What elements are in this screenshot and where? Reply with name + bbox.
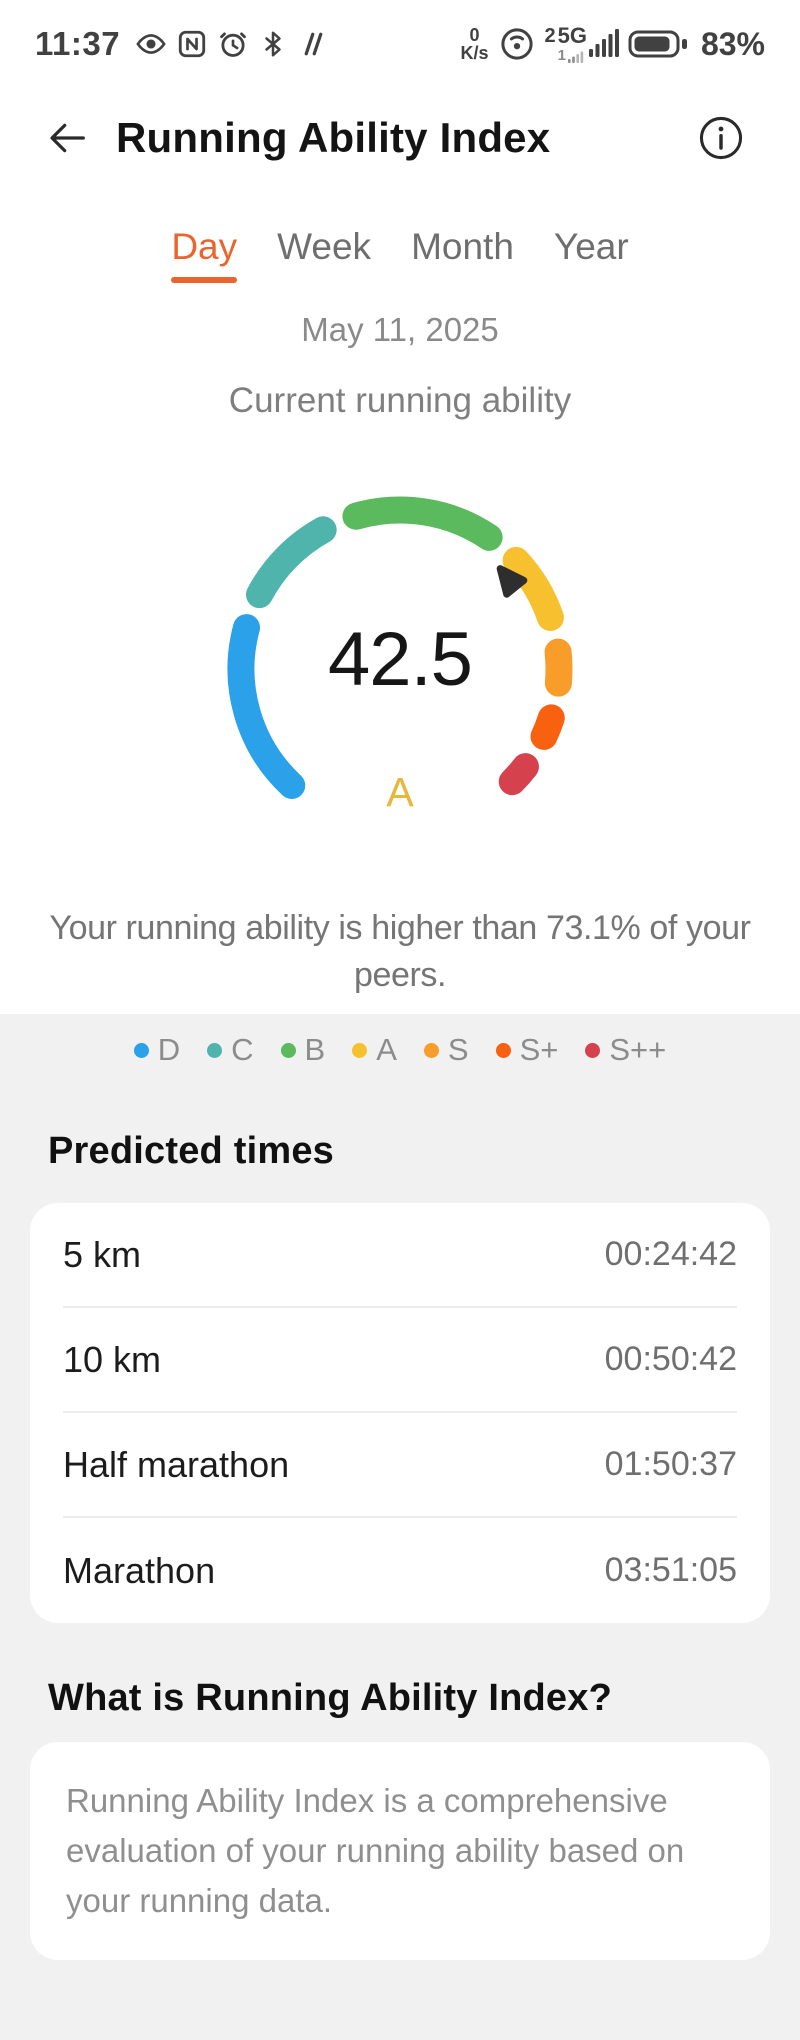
distance-label: 10 km (63, 1338, 162, 1380)
tab-week[interactable]: Week (277, 226, 372, 267)
legend-item-A: A (352, 1032, 397, 1068)
nfc-icon (178, 30, 206, 58)
arrow-left-icon (50, 123, 85, 153)
info-icon (699, 116, 743, 160)
about-body: Running Ability Index is a comprehensive… (66, 1782, 685, 1919)
gauge-segment-S+ (530, 704, 565, 750)
info-button[interactable] (698, 115, 744, 161)
legend-item-S++: S++ (585, 1032, 666, 1068)
legend-item-S+: S+ (495, 1032, 559, 1068)
app-header: Running Ability Index (0, 108, 800, 168)
eye-icon (136, 34, 166, 54)
legend-item-C: C (207, 1032, 254, 1068)
legend-label: A (376, 1032, 397, 1067)
gauge-segment-D (227, 614, 306, 799)
legend-dot (280, 1042, 296, 1058)
grade-legend: D C B A S S+ S++ (0, 1014, 800, 1068)
tab-day[interactable]: Day (171, 226, 237, 283)
back-button[interactable] (44, 115, 90, 161)
legend-item-S: S (423, 1032, 469, 1068)
signal-bars-small-icon (567, 51, 584, 63)
predicted-times-card: 5 km 00:24:42 10 km 00:50:42 Half marathon 01… (30, 1203, 770, 1623)
vibrate-icon (304, 32, 323, 56)
network-speed: 0 K/s (460, 24, 489, 63)
table-row: 5 km 00:24:42 (63, 1203, 737, 1308)
hotspot-icon (501, 28, 534, 60)
time-value: 00:24:42 (604, 1235, 737, 1273)
bluetooth-icon (265, 31, 281, 57)
time-value: 01:50:37 (604, 1445, 737, 1483)
about-card: Running Ability Index is a comprehensive… (30, 1742, 770, 1960)
tab-month[interactable]: Month (411, 226, 514, 267)
legend-dot (352, 1042, 368, 1058)
lower-section: D C B A S S+ S++ Predicted times 5 km 00:24:42 1… (0, 1014, 800, 2040)
status-time: 11:37 (35, 25, 121, 62)
sim-secondary-label: 1 (557, 47, 566, 64)
legend-label: S++ (609, 1032, 667, 1067)
tab-bar: Day Week Month Year (0, 226, 800, 283)
gauge-segment-C (245, 516, 337, 609)
legend-item-D: D (133, 1032, 181, 1068)
table-row: 10 km 00:50:42 (63, 1308, 737, 1413)
percentile-text: Your running ability is higher than 73.1… (49, 909, 751, 994)
legend-dot (133, 1042, 149, 1058)
gauge-caption: Current running ability (228, 381, 572, 420)
legend-label: S (447, 1032, 469, 1067)
legend-label: D (157, 1032, 181, 1067)
battery-icon (628, 30, 687, 58)
predicted-times-title: Predicted times (48, 1130, 334, 1172)
table-row: Half marathon 01:50:37 (63, 1413, 737, 1518)
gauge-grade: A (386, 769, 414, 815)
gauge-segment-A (502, 546, 564, 631)
legend-label: C (231, 1032, 254, 1067)
network-speed-value: 0 (469, 24, 480, 45)
gauge-segment-S (544, 638, 573, 697)
distance-label: 5 km (63, 1233, 142, 1275)
tab-year[interactable]: Year (553, 226, 629, 267)
legend-dot (495, 1042, 511, 1058)
time-value: 03:51:05 (604, 1551, 737, 1589)
alarm-icon (220, 32, 246, 57)
gauge-pointer (496, 565, 528, 598)
legend-item-B: B (280, 1032, 326, 1068)
battery-percent: 83% (700, 25, 765, 62)
status-bar: 11:37 0 K/s (0, 0, 800, 64)
legend-label: S+ (519, 1032, 559, 1067)
time-value: 00:50:42 (604, 1340, 737, 1378)
legend-dot (585, 1042, 601, 1058)
gauge-segment-S++ (498, 753, 539, 796)
network-type-label: 5G (557, 23, 587, 48)
gauge-arc (227, 496, 573, 799)
gauge-segment-B (342, 496, 503, 551)
date-label: May 11, 2025 (301, 311, 499, 348)
signal-cluster: 2 5G 1 (544, 23, 619, 64)
distance-label: Marathon (63, 1549, 216, 1591)
running-ability-gauge: 42.5 A (200, 469, 600, 869)
page-title: Running Ability Index (116, 114, 551, 161)
signal-bars-icon (588, 29, 619, 57)
network-speed-unit: K/s (460, 43, 489, 63)
sim-primary-label: 2 (544, 25, 556, 47)
table-row: Marathon 03:51:05 (63, 1518, 737, 1623)
legend-dot (423, 1042, 439, 1058)
legend-dot (207, 1042, 223, 1058)
about-title: What is Running Ability Index? (48, 1677, 613, 1719)
legend-label: B (304, 1032, 326, 1067)
distance-label: Half marathon (63, 1443, 290, 1485)
gauge-value: 42.5 (328, 617, 473, 702)
